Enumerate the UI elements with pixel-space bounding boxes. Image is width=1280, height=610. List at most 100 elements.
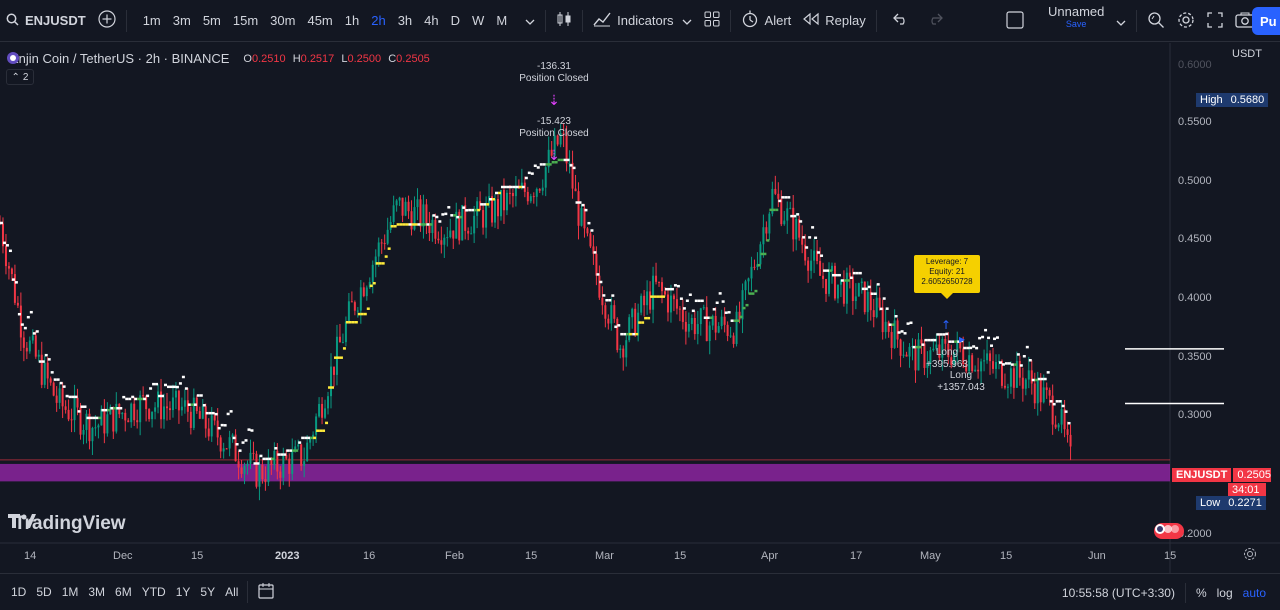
candle-body [213, 415, 216, 421]
candle-body [828, 271, 831, 294]
candle-body [61, 388, 64, 407]
range-3m[interactable]: 3M [88, 585, 106, 599]
symbol-search[interactable]: ENJUSDT [0, 6, 92, 36]
candle-body [398, 197, 401, 201]
candle-body [174, 390, 177, 398]
time-label: May [920, 550, 941, 562]
range-ytd[interactable]: YTD [141, 585, 166, 599]
price-chart[interactable]: ⇣ ⇣ ↑ ▸ [0, 43, 1280, 573]
timeframe-15m[interactable]: 15m [232, 13, 259, 28]
candle-body [246, 463, 249, 466]
candle-body [836, 284, 839, 299]
go-to-date-button[interactable] [258, 582, 276, 602]
candle-body [717, 326, 720, 333]
range-5y[interactable]: 5Y [200, 585, 216, 599]
square-icon [1006, 10, 1024, 32]
symbol-tag: ENJUSDT [1172, 468, 1232, 482]
candle-body [1054, 424, 1057, 428]
candle-body [13, 274, 16, 303]
clock[interactable]: 10:55:58 (UTC+3:30) [1061, 585, 1175, 600]
range-all[interactable]: All [225, 585, 239, 599]
auto-scale-button[interactable]: auto [1242, 585, 1266, 600]
layout-name-button[interactable]: Unnamed Save [1042, 5, 1110, 36]
indicators-collapse-button[interactable]: ⌃ 2 [6, 69, 34, 85]
timeframe-4h[interactable]: 4h [424, 13, 439, 28]
range-5d[interactable]: 5D [36, 585, 52, 599]
candle-body [97, 425, 100, 428]
fullscreen-icon [1207, 11, 1224, 31]
percent-scale-button[interactable]: % [1195, 585, 1207, 600]
multi-chart-checkbox[interactable] [1000, 6, 1030, 36]
undo-button[interactable] [887, 6, 915, 36]
timeframe-30m[interactable]: 30m [270, 13, 296, 28]
divider [1136, 10, 1138, 32]
candle-body [1015, 360, 1018, 388]
publish-button[interactable]: Pu [1252, 7, 1280, 35]
candle-body [383, 243, 386, 245]
divider [729, 9, 731, 32]
currency-label[interactable]: USDT [1232, 48, 1262, 60]
candle-body [547, 149, 550, 168]
time-label: 15 [191, 550, 204, 562]
chart-pane[interactable]: ⇣ ⇣ ↑ ▸ Enjin Coin / TetherUS · 2h · BINANC… [0, 43, 1280, 573]
candle-body [168, 408, 171, 411]
candle-body [848, 272, 851, 277]
candle-body [276, 450, 279, 472]
candle-body [583, 208, 586, 229]
timeframe-3h[interactable]: 3h [397, 13, 413, 28]
compare-button[interactable] [92, 6, 122, 36]
candle-body [243, 465, 246, 474]
layout-dropdown[interactable] [1110, 6, 1132, 36]
candle-body [55, 395, 58, 403]
timeframe-1m[interactable]: 1m [142, 13, 161, 28]
fullscreen-button[interactable] [1201, 6, 1229, 36]
timeframe-1h[interactable]: 1h [344, 13, 360, 28]
candle-body [1060, 409, 1063, 425]
candle-body [1045, 387, 1048, 391]
candle-body [19, 305, 22, 338]
alert-button[interactable]: Alert [735, 6, 798, 36]
candle-body [550, 149, 553, 156]
candle-body [240, 467, 243, 474]
timeframe-45m[interactable]: 45m [307, 13, 333, 28]
range-1m[interactable]: 1M [61, 585, 79, 599]
candle-body [932, 348, 935, 351]
economic-events-icon[interactable] [1154, 523, 1184, 539]
quick-search-button[interactable] [1141, 6, 1171, 36]
bar-countdown: 34:01 [1228, 483, 1266, 497]
tradingview-watermark[interactable]: TradingView [8, 513, 126, 535]
range-1y[interactable]: 1Y [175, 585, 191, 599]
replay-button[interactable]: Replay [797, 6, 871, 36]
candle-body [511, 192, 514, 197]
timeframe-2h[interactable]: 2h [371, 13, 386, 28]
templates-button[interactable] [698, 6, 726, 36]
candle-body [377, 242, 380, 257]
timeframe-3m[interactable]: 3m [172, 13, 191, 28]
divider [875, 9, 877, 32]
candle-body [956, 339, 959, 353]
timeframe-dropdown[interactable] [519, 6, 541, 36]
candle-body [795, 218, 798, 240]
indicators-button[interactable]: Indicators [587, 6, 697, 36]
timeframe-d[interactable]: D [450, 13, 461, 28]
timeframe-m[interactable]: M [496, 13, 508, 28]
candle-body [994, 362, 997, 369]
candle-body [1042, 387, 1045, 403]
candle-body [359, 287, 362, 311]
candle-body [678, 308, 681, 310]
candle-body [807, 260, 810, 271]
candle-body [1030, 370, 1033, 384]
range-1d[interactable]: 1D [11, 585, 27, 599]
settings-button[interactable] [1171, 6, 1201, 36]
divider [125, 9, 127, 32]
candle-body [315, 416, 318, 435]
candle-body [774, 188, 777, 194]
log-scale-button[interactable]: log [1216, 585, 1233, 600]
candle-body [723, 316, 726, 325]
timeframe-5m[interactable]: 5m [202, 13, 221, 28]
range-6m[interactable]: 6M [115, 585, 132, 599]
timeframe-w[interactable]: W [472, 13, 485, 28]
chart-type-button[interactable] [550, 6, 578, 36]
candle-body [395, 200, 398, 206]
redo-button[interactable] [921, 6, 949, 36]
